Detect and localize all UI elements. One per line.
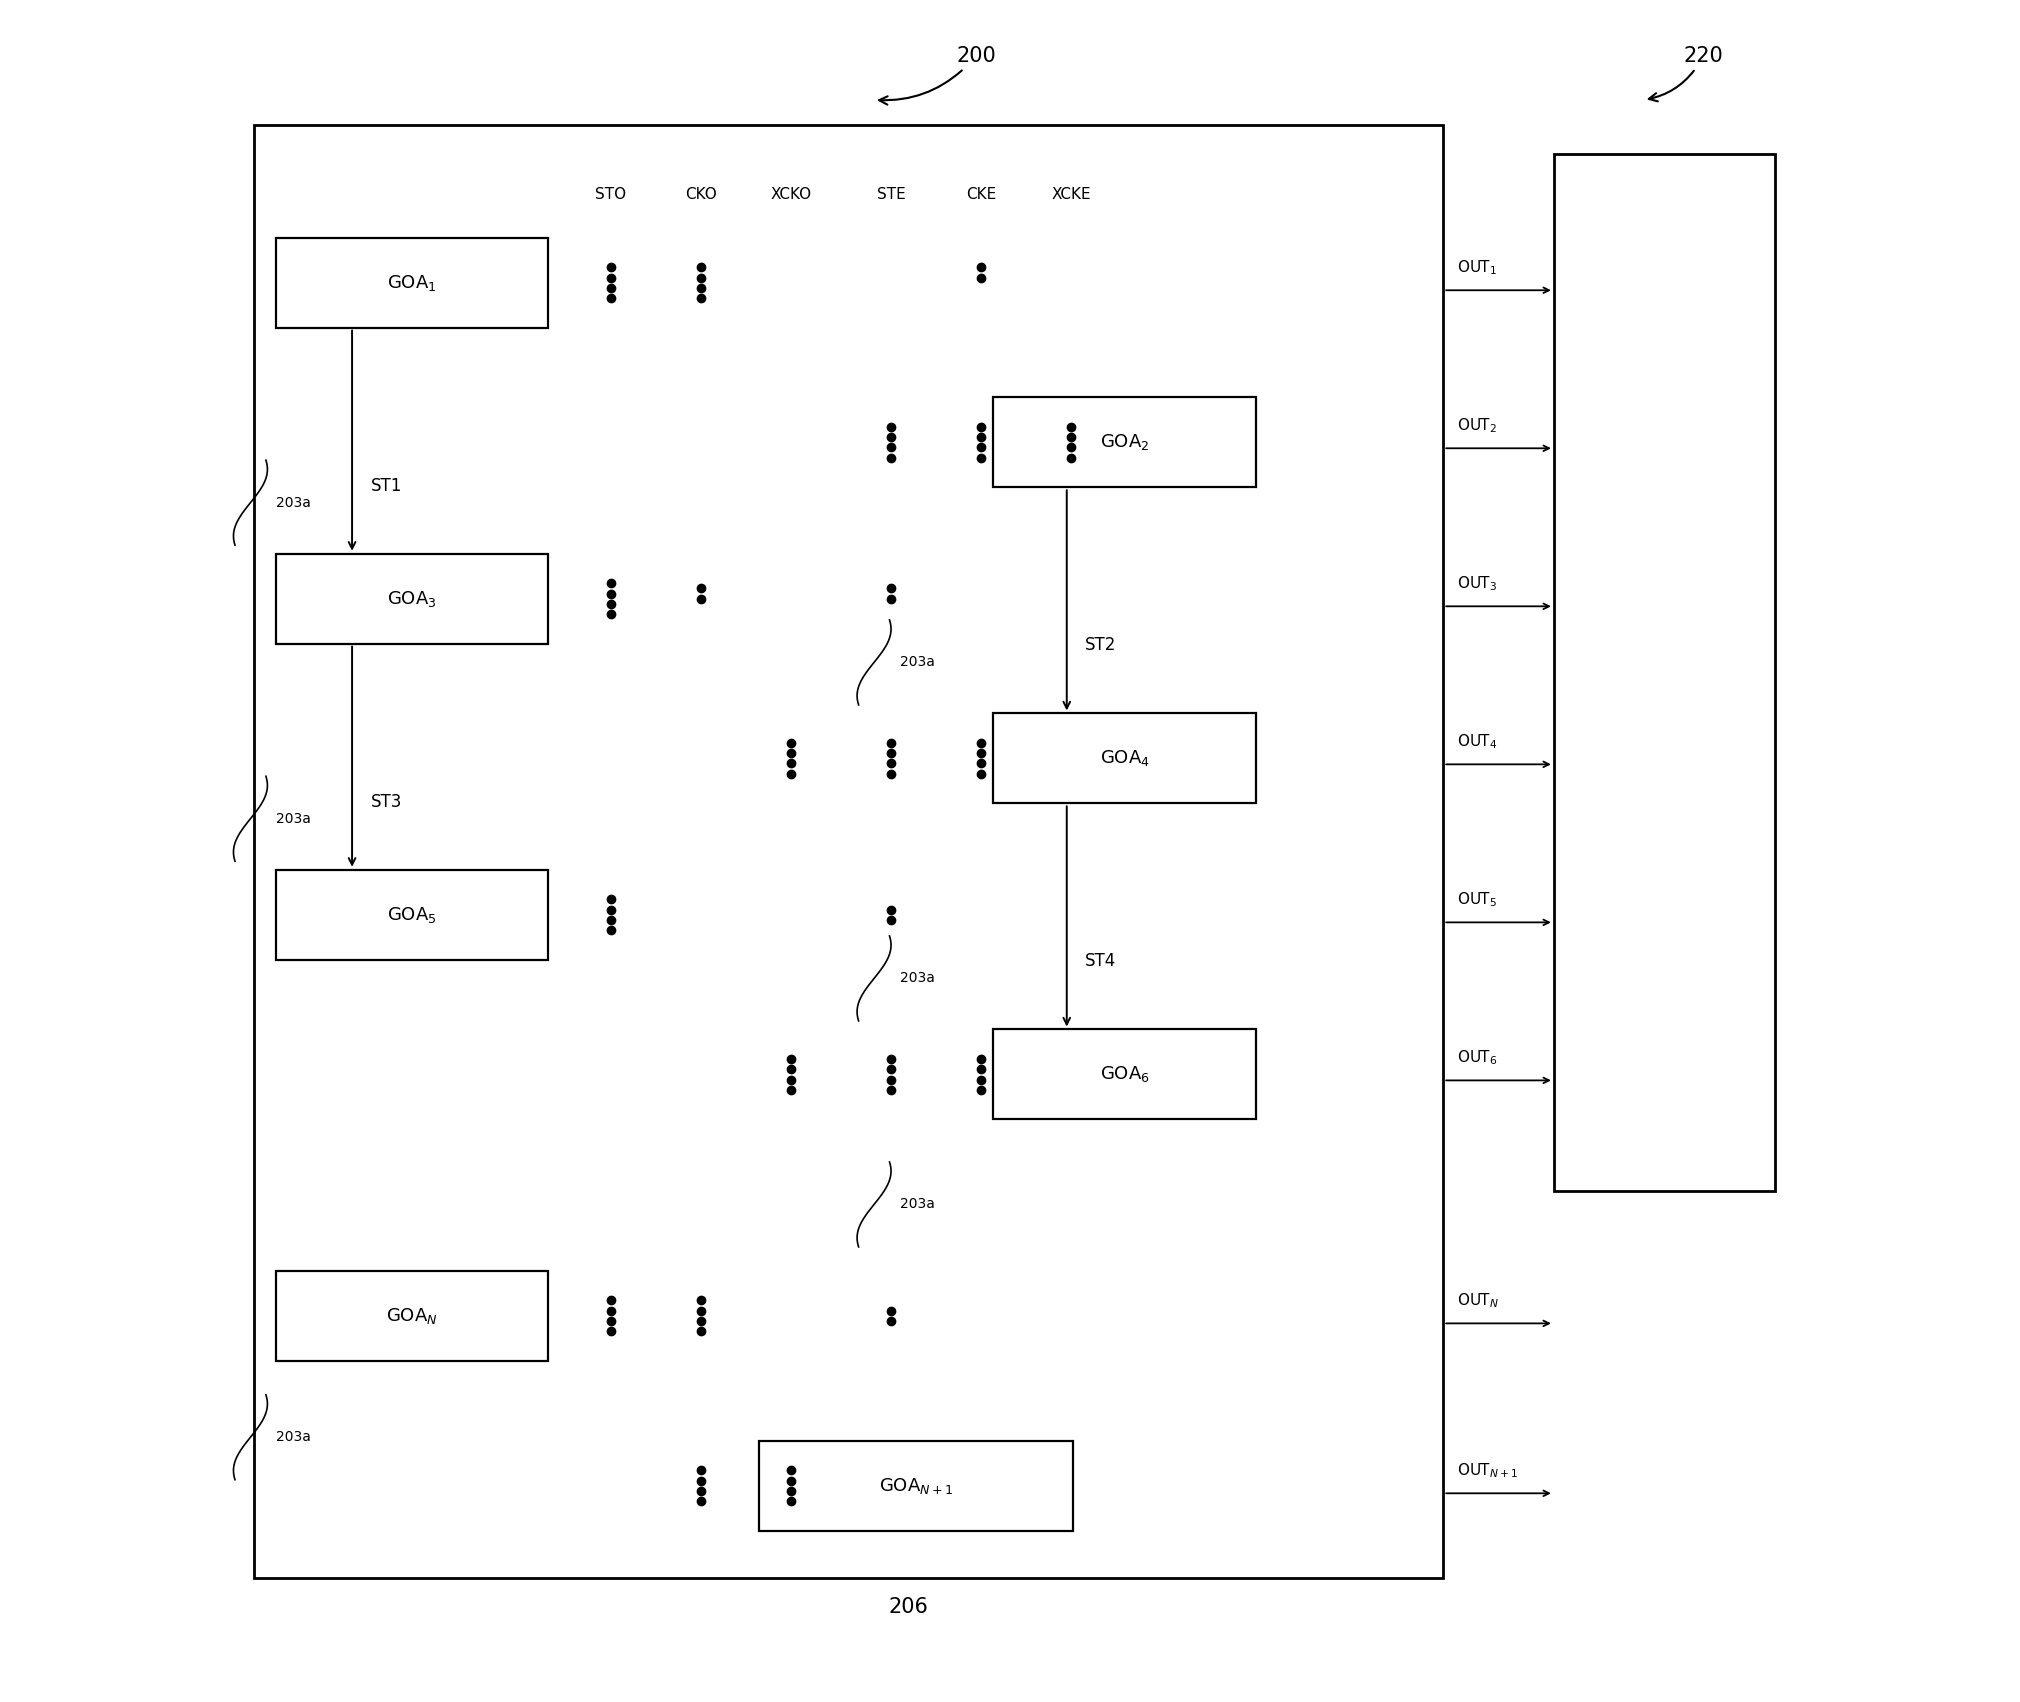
Text: CKE: CKE xyxy=(966,187,996,203)
Text: CKO: CKO xyxy=(685,187,717,203)
Text: OUT$_3$: OUT$_3$ xyxy=(1456,574,1497,592)
Text: OUT$_1$: OUT$_1$ xyxy=(1456,259,1497,277)
Text: GOA$_3$: GOA$_3$ xyxy=(388,589,436,609)
Bar xyxy=(277,238,547,328)
Text: STE: STE xyxy=(877,187,905,203)
Text: 206: 206 xyxy=(889,1596,927,1617)
Text: GOA$_4$: GOA$_4$ xyxy=(1099,749,1149,768)
Bar xyxy=(994,397,1256,487)
Text: ST4: ST4 xyxy=(1085,953,1117,970)
Text: 220: 220 xyxy=(1648,46,1723,102)
Bar xyxy=(255,126,1444,1578)
Bar xyxy=(994,713,1256,803)
Bar xyxy=(277,553,547,643)
Text: 203a: 203a xyxy=(277,1430,311,1445)
Text: XCKE: XCKE xyxy=(1050,187,1091,203)
Text: ST1: ST1 xyxy=(372,477,402,495)
Bar xyxy=(277,1271,547,1362)
Text: 203a: 203a xyxy=(277,495,311,509)
Text: OUT$_2$: OUT$_2$ xyxy=(1456,415,1497,434)
Text: 203a: 203a xyxy=(899,972,935,985)
Text: XCKO: XCKO xyxy=(770,187,812,203)
Text: GOA$_1$: GOA$_1$ xyxy=(388,272,436,293)
Text: OUT$_4$: OUT$_4$ xyxy=(1456,732,1497,751)
Text: GOA$_2$: GOA$_2$ xyxy=(1101,432,1149,453)
Text: OUT$_N$: OUT$_N$ xyxy=(1456,1292,1499,1311)
Bar xyxy=(994,1030,1256,1120)
Text: STO: STO xyxy=(596,187,626,203)
Text: ST2: ST2 xyxy=(1085,637,1117,654)
Text: GOA$_5$: GOA$_5$ xyxy=(388,905,436,924)
Text: OUT$_6$: OUT$_6$ xyxy=(1456,1048,1497,1067)
Text: OUT$_5$: OUT$_5$ xyxy=(1456,890,1497,909)
Bar xyxy=(277,870,547,960)
Bar xyxy=(760,1440,1073,1530)
Text: 203a: 203a xyxy=(277,812,311,825)
Text: 203a: 203a xyxy=(899,655,935,669)
Bar xyxy=(1553,155,1776,1191)
Text: OUT$_{N+1}$: OUT$_{N+1}$ xyxy=(1456,1460,1519,1479)
Text: GOA$_N$: GOA$_N$ xyxy=(386,1305,438,1326)
Text: 200: 200 xyxy=(879,46,996,104)
Text: GOA$_6$: GOA$_6$ xyxy=(1099,1064,1149,1084)
Text: 203a: 203a xyxy=(899,1198,935,1212)
Text: GOA$_{N+1}$: GOA$_{N+1}$ xyxy=(879,1476,953,1496)
Text: ST3: ST3 xyxy=(372,793,402,810)
